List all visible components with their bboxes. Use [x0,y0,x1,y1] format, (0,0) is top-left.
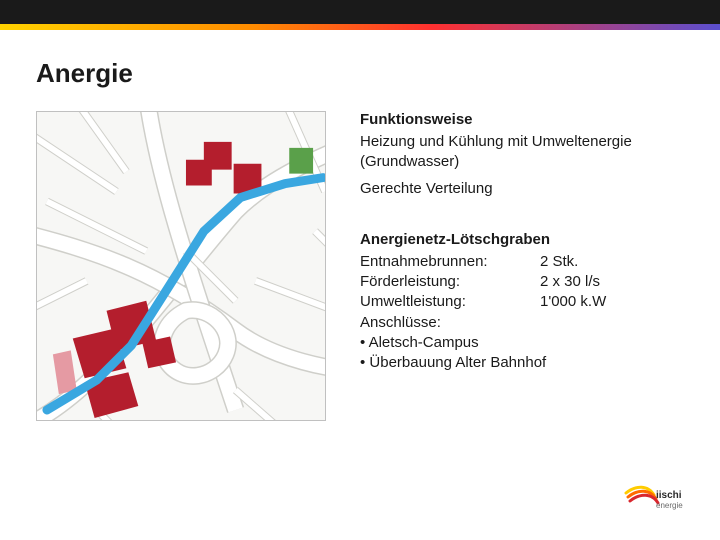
bullet-1: • Überbauung Alter Bahnhof [360,353,684,373]
map-panel [36,111,326,421]
netz-heading: Anergienetz-Lötschgraben [360,231,684,248]
kv-key: Entnahmebrunnen: [360,252,540,272]
gradient-stripe [0,24,720,30]
kv-val: 1'000 k.W [540,292,606,312]
content-row: Funktionsweise Heizung und Kühlung mit U… [0,111,720,421]
funktionsweise-line-0: Heizung und Kühlung mit Umweltenergie (G… [360,132,684,173]
logo-swoosh-icon [626,487,658,503]
kv-key: Förderleistung: [360,272,540,292]
kv-row: Entnahmebrunnen: 2 Stk. [360,252,684,272]
kv-row: Anschlüsse: [360,313,684,333]
kv-key: Umweltleistung: [360,292,540,312]
page-title: Anergie [36,58,720,89]
logo: iischi energie [624,483,694,522]
logo-text: iischi [656,490,682,501]
kv-val: 2 x 30 l/s [540,272,600,292]
funktionsweise-heading: Funktionsweise [360,111,684,128]
funktionsweise-line-1: Gerechte Verteilung [360,179,684,199]
kv-key: Anschlüsse: [360,313,540,333]
top-bar [0,0,720,24]
map-svg [37,112,325,420]
kv-row: Umweltleistung: 1'000 k.W [360,292,684,312]
bullet-0: • Aletsch-Campus [360,333,684,353]
kv-row: Förderleistung: 2 x 30 l/s [360,272,684,292]
logo-subtext: energie [656,501,683,510]
kv-val: 2 Stk. [540,252,578,272]
text-column: Funktionsweise Heizung und Kühlung mit U… [360,111,684,421]
